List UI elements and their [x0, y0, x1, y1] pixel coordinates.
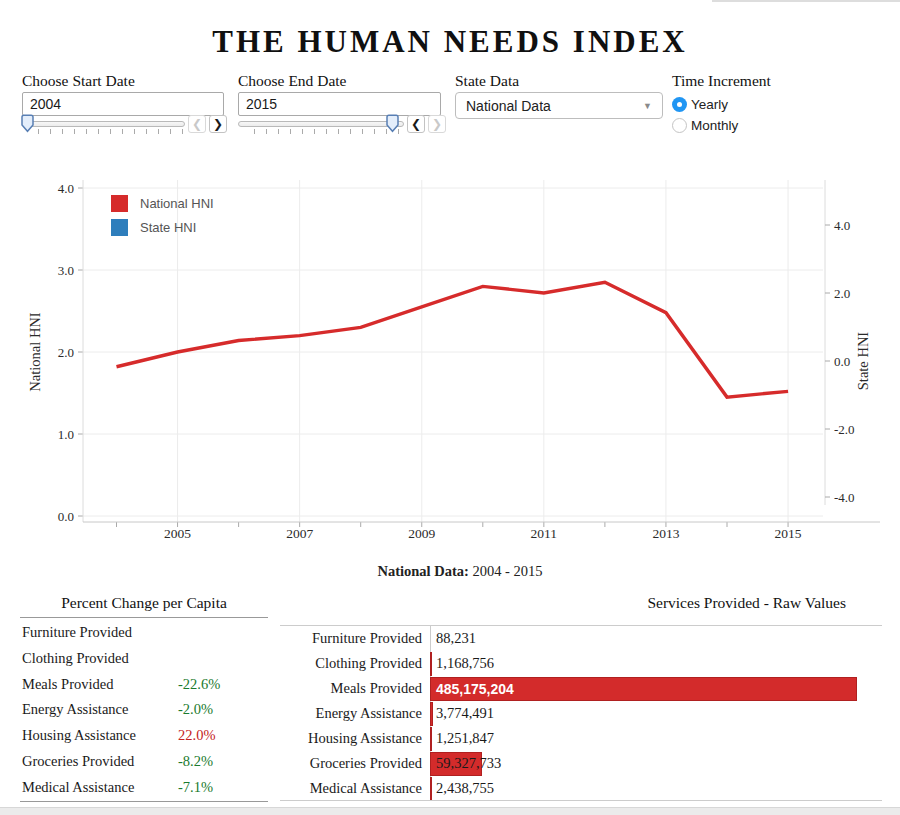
- row-value: -8.2%: [178, 753, 213, 770]
- right-axis-tick-label: 2.0: [834, 286, 850, 301]
- row-label: Medical Assistance: [22, 779, 134, 796]
- divider: [20, 617, 268, 618]
- value-bar: [430, 652, 432, 676]
- table-row: Energy Assistance 3,774,491: [280, 701, 882, 726]
- legend-item-national-hni[interactable]: National HNI: [111, 195, 214, 212]
- table-row: Meals Provided 485,175,204: [280, 676, 882, 701]
- row-label: Furniture Provided: [22, 624, 132, 641]
- table-row: Furniture Provided: [20, 620, 268, 645]
- table-row: Clothing Provided 1,168,756: [280, 651, 882, 676]
- legend-label-state: State HNI: [140, 220, 196, 235]
- left-axis-title: National HNI: [27, 312, 43, 391]
- legend-item-state-hni[interactable]: State HNI: [111, 219, 214, 236]
- bottom-scroll-area[interactable]: [0, 807, 900, 815]
- x-axis-tick-label: 2005: [164, 526, 191, 541]
- left-axis-tick-label: 1.0: [58, 427, 74, 442]
- table-row: Furniture Provided 88,231: [280, 626, 882, 651]
- left-axis-tick-label: 4.0: [58, 181, 74, 196]
- row-value: -22.6%: [178, 676, 220, 693]
- chart-legend: National HNI State HNI: [111, 195, 214, 236]
- x-axis-tick-label: 2009: [408, 526, 435, 541]
- table-row: Housing Assistance 22.0%: [20, 723, 268, 748]
- legend-label-national: National HNI: [140, 196, 214, 211]
- legend-swatch-state-icon: [111, 219, 128, 236]
- row-value: 59,327,733: [436, 755, 501, 772]
- table-row: Medical Assistance -7.1%: [20, 775, 268, 800]
- row-label: Clothing Provided: [22, 650, 129, 667]
- row-label: Clothing Provided: [280, 655, 422, 672]
- row-value: 1,168,756: [436, 655, 494, 672]
- row-label: Meals Provided: [22, 676, 113, 693]
- row-value: 485,175,204: [436, 681, 514, 697]
- left-axis-tick-label: 3.0: [58, 263, 74, 278]
- table-row: Energy Assistance -2.0%: [20, 697, 268, 722]
- table-row: Medical Assistance 2,438,755: [280, 776, 882, 801]
- dashboard-page: THE HUMAN NEEDS INDEX Choose Start Date …: [0, 0, 900, 815]
- row-label: Groceries Provided: [22, 753, 134, 770]
- divider: [280, 800, 882, 801]
- row-value: 22.0%: [178, 727, 215, 744]
- value-bar: [430, 777, 432, 801]
- row-value: 3,774,491: [436, 705, 494, 722]
- national-hni-line[interactable]: [117, 282, 789, 397]
- row-value: -2.0%: [178, 701, 213, 718]
- x-axis-tick-label: 2011: [531, 526, 558, 541]
- left-axis-tick-label: 2.0: [58, 345, 74, 360]
- row-label: Medical Assistance: [280, 780, 422, 797]
- row-value: -7.1%: [178, 779, 213, 796]
- row-label: Groceries Provided: [280, 755, 422, 772]
- legend-swatch-national-icon: [111, 195, 128, 212]
- table-row: Housing Assistance 1,251,847: [280, 726, 882, 751]
- summary-line: National Data: 2004 - 2015: [0, 563, 900, 580]
- summary-bold: National Data:: [377, 563, 468, 579]
- divider: [20, 801, 268, 802]
- row-label: Energy Assistance: [280, 705, 422, 722]
- row-value: 2,438,755: [436, 780, 494, 797]
- table-row: Meals Provided -22.6%: [20, 672, 268, 697]
- x-axis-tick-label: 2007: [286, 526, 313, 541]
- summary-range: 2004 - 2015: [472, 563, 542, 579]
- row-value: 88,231: [436, 630, 476, 647]
- right-axis-tick-label: 0.0: [834, 354, 850, 369]
- raw-values-title: Services Provided - Raw Values: [280, 594, 846, 612]
- row-label: Energy Assistance: [22, 701, 128, 718]
- x-axis-tick-label: 2015: [775, 526, 802, 541]
- row-label: Meals Provided: [280, 680, 422, 697]
- left-axis-tick-label: 0.0: [58, 509, 74, 524]
- row-value: 1,251,847: [436, 730, 494, 747]
- right-axis-tick-label: -2.0: [834, 422, 855, 437]
- value-bar: [430, 702, 433, 726]
- right-axis-tick-label: 4.0: [834, 218, 850, 233]
- table-row: Groceries Provided -8.2%: [20, 749, 268, 774]
- table-row: Groceries Provided 59,327,733: [280, 751, 882, 776]
- percent-change-title: Percent Change per Capita: [20, 594, 268, 612]
- x-axis-tick-label: 2013: [652, 526, 679, 541]
- row-label: Housing Assistance: [280, 730, 422, 747]
- value-bar: [430, 727, 432, 751]
- row-label: Furniture Provided: [280, 630, 422, 647]
- table-row: Clothing Provided: [20, 646, 268, 671]
- right-axis-tick-label: -4.0: [834, 490, 855, 505]
- right-axis-title: State HNI: [855, 332, 871, 391]
- row-label: Housing Assistance: [22, 727, 136, 744]
